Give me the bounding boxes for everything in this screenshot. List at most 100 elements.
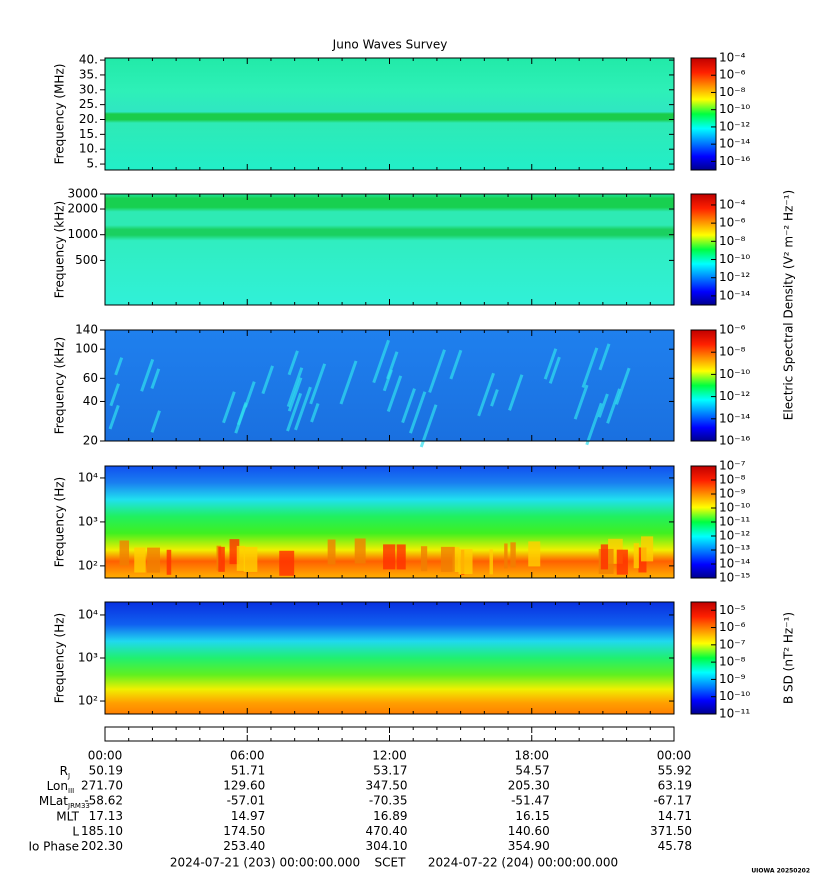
burst (440, 546, 455, 572)
colorbar-tick-label: 10⁻⁴ (719, 197, 746, 211)
y-tick-label: 10³ (78, 514, 98, 528)
emission-streak (428, 349, 446, 393)
y-tick-label: 30. (79, 82, 98, 96)
ephemeris-label-sub: JRM33 (67, 802, 90, 810)
footer-scale: SCET (375, 856, 407, 870)
ephemeris-label-sub: J (67, 772, 70, 780)
ephemeris-value: -70.35 (369, 794, 408, 808)
ephemeris-value: 185.10 (81, 824, 123, 838)
ephemeris-value: 140.60 (508, 824, 550, 838)
colorbar-tick-label: 10⁻⁴ (719, 51, 746, 65)
colorbar-frame (690, 329, 717, 442)
ephemeris-value: 50.19 (89, 764, 123, 778)
emission-streak (573, 384, 589, 420)
emission-streak (401, 388, 416, 424)
y-tick-label: 5. (87, 157, 98, 171)
ephemeris-value: 51.71 (231, 764, 265, 778)
burst (616, 549, 628, 575)
burst (327, 539, 336, 565)
ephemeris-value: 371.50 (650, 824, 692, 838)
ephemeris-value: 14.71 (658, 809, 692, 823)
ephemeris-value: 14.97 (231, 809, 265, 823)
burst (279, 550, 295, 576)
colorbar-tick-label: 10⁻⁶ (719, 216, 746, 230)
chart-title: Juno Waves Survey (332, 38, 448, 52)
y-axis-label: Frequency (Hz) (53, 613, 67, 704)
y-tick-label: 500 (75, 253, 98, 267)
ephemeris-value: 253.40 (223, 839, 265, 853)
burst (218, 546, 225, 572)
spectrogram (105, 194, 674, 305)
y-axis-label: Frequency (kHz) (53, 337, 67, 434)
emission-streak (449, 349, 463, 380)
ephemeris-value: 202.30 (81, 839, 123, 853)
burst (396, 544, 406, 570)
y-axis-label: Frequency (Hz) (53, 477, 67, 568)
colorbar-tick-label: 10⁻¹¹ (719, 707, 750, 721)
emission-streak (419, 404, 438, 448)
ephemeris-label: Lon (47, 779, 68, 793)
colorbar-tick-label: 10⁻⁸ (719, 473, 746, 487)
emission-streak (287, 377, 303, 412)
colorbar-tick-label: 10⁻¹² (719, 119, 750, 133)
y-tick-label: 10³ (78, 651, 98, 665)
y-tick-label: 15. (79, 127, 98, 141)
ephemeris-value: 354.90 (508, 839, 550, 853)
credit: UIOWA 20250202 (751, 868, 810, 875)
emission-streak (114, 357, 124, 376)
emission-streak (386, 351, 399, 380)
time-label: 12:00 (372, 749, 407, 763)
y-tick-label: 25. (79, 97, 98, 111)
emission-streak (597, 393, 609, 418)
burst (119, 540, 130, 566)
emission-streak (339, 360, 358, 405)
colorbar-tick-label: 10⁻¹⁶ (719, 154, 750, 168)
y-axis-label: Frequency (kHz) (53, 201, 67, 298)
colorbar (691, 330, 716, 441)
burst (147, 547, 160, 573)
emission-streak (222, 391, 236, 424)
emission-streak (543, 348, 558, 380)
spectrogram (105, 602, 674, 714)
emission-streak (236, 402, 248, 426)
burst (452, 547, 460, 573)
colorbar-tick-label: 10⁻⁶ (719, 620, 746, 634)
footer-end: 2024-07-22 (204) 00:00:00.000 (428, 856, 618, 870)
colorbar-tick-label: 10⁻¹⁴ (719, 557, 750, 571)
y-tick-label: 10² (78, 558, 98, 572)
burst (528, 541, 541, 567)
ephemeris-label-text: Lon (47, 779, 68, 793)
emission-streak (310, 402, 320, 423)
colorbar-tick-label: 10⁻¹⁴ (719, 288, 750, 302)
colorbar-tick-label: 10⁻¹² (719, 529, 750, 543)
burst (134, 547, 146, 573)
ephemeris-value: 54.57 (515, 764, 549, 778)
y-tick-label: 10. (79, 142, 98, 156)
y-tick-label: 3000 (67, 187, 98, 201)
colorbar-tick-label: 10⁻⁹ (719, 487, 746, 501)
colorbar-tick-label: 10⁻⁸ (719, 234, 746, 248)
emission-streak (508, 374, 524, 411)
ephemeris-label-sub: III (68, 787, 74, 795)
emission-streak (585, 402, 603, 446)
colorbar-tick-label: 10⁻⁷ (719, 637, 746, 651)
emission-streak (581, 347, 599, 388)
colorbar (691, 602, 716, 714)
ephemeris-value: -51.47 (511, 794, 550, 808)
burst (458, 549, 473, 575)
ephemeris-value: 53.17 (373, 764, 407, 778)
colorbar-label: B SD (nT² Hz⁻¹) (782, 612, 796, 704)
colorbar-frame (690, 193, 717, 306)
emission-streak (606, 388, 622, 424)
colorbar-tick-label: 10⁻¹⁰ (719, 501, 750, 515)
y-axis-label: Frequency (MHz) (53, 64, 67, 165)
y-tick-label: 10⁴ (78, 607, 98, 621)
y-tick-label: 10² (78, 694, 98, 708)
time-label: 18:00 (514, 749, 549, 763)
emission-streak (150, 410, 161, 433)
colorbar-tick-label: 10⁻⁷ (719, 459, 746, 473)
ephemeris-value: 470.40 (366, 824, 408, 838)
time-label: 06:00 (230, 749, 265, 763)
ephemeris-value: 45.78 (658, 839, 692, 853)
emission-streak (286, 392, 303, 432)
